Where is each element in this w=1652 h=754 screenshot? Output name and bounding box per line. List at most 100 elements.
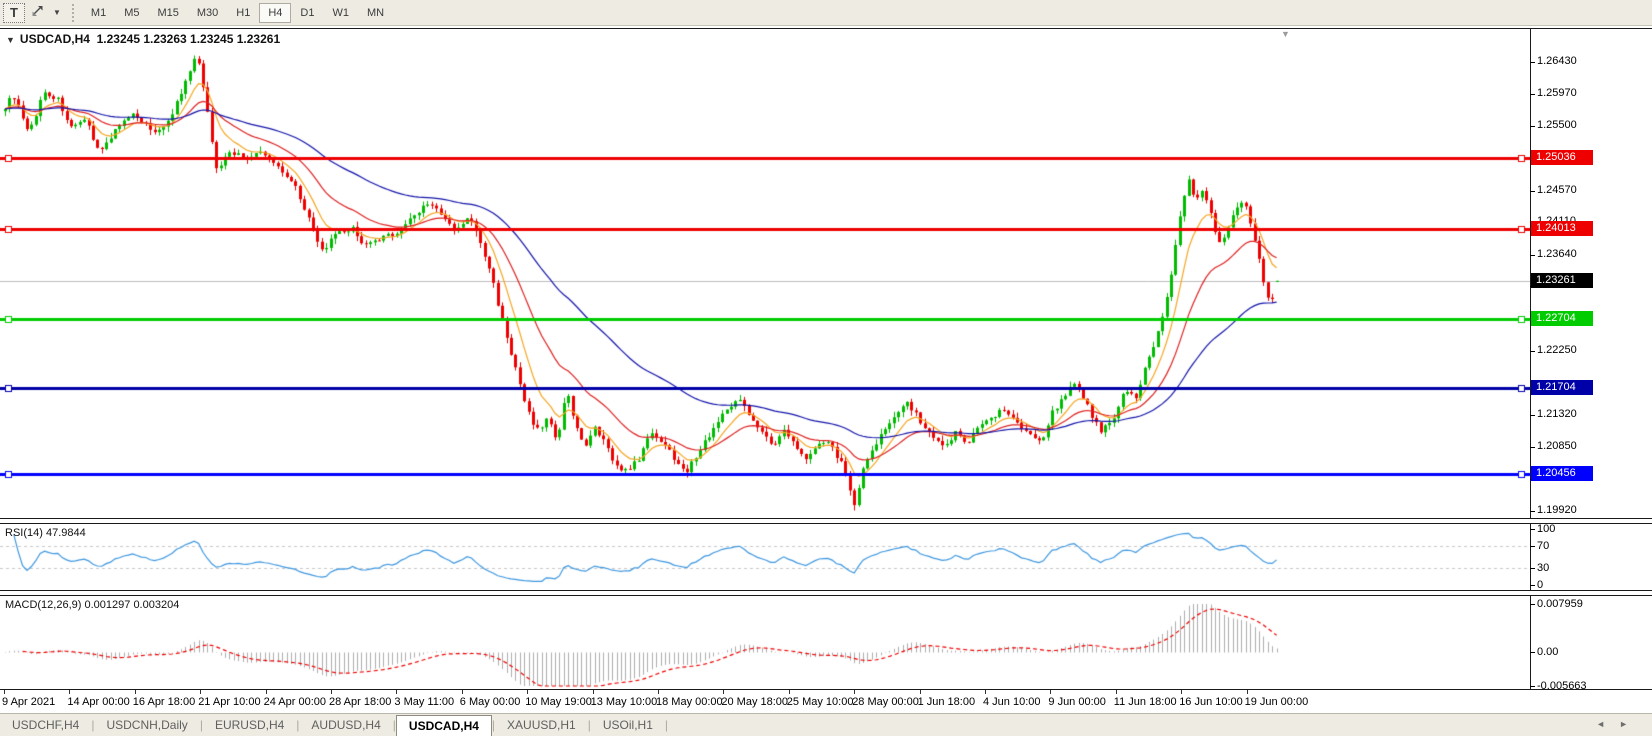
- time-tick-mark: [985, 690, 986, 694]
- timeframe-button-m5[interactable]: M5: [124, 6, 140, 19]
- rsi-panel: RSI(14) 47.9844 100 70 30 0: [0, 523, 1652, 591]
- time-label: 10 May 19:00: [525, 696, 592, 708]
- time-label: 14 Apr 00:00: [67, 696, 130, 708]
- time-label: 1 Jun 18:00: [917, 696, 976, 708]
- price-tick-label: 1.25500: [1537, 119, 1577, 132]
- time-tick-mark: [1181, 690, 1183, 694]
- timeframe-button-m1[interactable]: M1: [90, 6, 107, 19]
- price-badge: 1.23261: [1531, 272, 1593, 288]
- tab-scroll-right-icon[interactable]: ►: [1619, 719, 1642, 729]
- price-tick-label: 1.19920: [1537, 504, 1577, 517]
- rsi-level-label: 0: [1537, 579, 1544, 591]
- price-badge: 1.25036: [1531, 150, 1593, 166]
- tab-xauusd-h1[interactable]: XAUUSD,H1: [507, 717, 576, 732]
- price-tick-label: 1.23640: [1537, 247, 1577, 260]
- tab-usdcad-h4[interactable]: USDCAD,H4: [395, 714, 492, 736]
- time-label: 4 Jun 10:00: [983, 696, 1041, 708]
- macd-tick-mark: [1530, 686, 1535, 687]
- time-label: 9 Jun 00:00: [1048, 696, 1106, 708]
- time-label: 11 Jun 18:00: [1113, 696, 1177, 708]
- time-label: 3 May 11:00: [394, 696, 455, 708]
- rsi-current-value: 47.9844: [45, 527, 86, 539]
- price-tick-label: 1.26430: [1537, 55, 1577, 68]
- tab-separator: |: [199, 718, 203, 732]
- price-tick-label: 1.20850: [1537, 440, 1577, 453]
- chart-ohlc-values: 1.23245 1.23263 1.23245 1.23261: [96, 32, 281, 46]
- time-tick-mark: [723, 690, 725, 694]
- tab-usdcnh-daily[interactable]: USDCNH,Daily: [106, 717, 188, 732]
- arrows-tool-dropdown[interactable]: ▼: [53, 8, 61, 17]
- time-axis[interactable]: 9 Apr 2021 14 Apr 00:00 16 Apr 18:00 21 Apr…: [0, 690, 1652, 713]
- text-tool-button[interactable]: T: [3, 2, 25, 23]
- rsi-level-label: 100: [1537, 523, 1556, 535]
- price-tick-label: 1.24570: [1537, 183, 1577, 196]
- tab-eurusd-h4[interactable]: EURUSD,H4: [214, 717, 285, 732]
- price-tick-mark: [1530, 94, 1535, 96]
- price-tick-label: 1.21320: [1537, 407, 1577, 420]
- time-tick-mark: [69, 690, 71, 694]
- chart-shift-marker-icon[interactable]: ▼: [1281, 29, 1290, 39]
- rsi-tick-mark: [1530, 545, 1535, 547]
- price-tick-mark: [1530, 62, 1535, 64]
- timeframe-button-m30[interactable]: M30: [196, 6, 219, 19]
- tab-scroll-arrows: ◄►: [1596, 719, 1642, 729]
- tab-separator: |: [296, 718, 300, 732]
- macd-tick-mark: [1530, 651, 1535, 653]
- rsi-tick-mark: [1530, 585, 1535, 586]
- toolbar: T ▼ M1 M5 M15 M30 H1 H4 D1 W1 MN: [0, 0, 1652, 26]
- macd-axis-border: [1530, 596, 1531, 689]
- macd-canvas[interactable]: [0, 596, 1530, 689]
- arrows-tool-icon: [30, 4, 45, 21]
- price-badge: 1.20456: [1531, 466, 1593, 482]
- tab-usdchf-h4[interactable]: USDCHF,H4: [12, 717, 80, 732]
- time-tick-mark: [592, 690, 594, 694]
- symbol-dropdown-icon[interactable]: ▼: [6, 35, 15, 45]
- time-tick-mark: [4, 690, 5, 694]
- time-tick-mark: [265, 690, 267, 694]
- time-label: 6 May 00:00: [459, 696, 521, 708]
- price-tick-mark: [1530, 414, 1535, 416]
- rsi-level-label: 30: [1537, 562, 1550, 575]
- price-axis-border: [1530, 29, 1531, 518]
- price-chart-panel: ▼ USDCAD,H4 1.23245 1.23263 1.23245 1.232…: [0, 28, 1652, 519]
- status-strip: [0, 736, 1652, 754]
- timeframe-button-w1[interactable]: W1: [332, 6, 349, 19]
- time-tick-mark: [396, 690, 398, 694]
- price-tick-label: 1.22250: [1537, 343, 1577, 356]
- timeframe-button-h4[interactable]: H4: [259, 2, 292, 23]
- macd-tick-mark: [1530, 604, 1535, 605]
- time-tick-mark: [200, 690, 202, 694]
- time-tick-mark: [1050, 690, 1052, 694]
- tab-audusd-h4[interactable]: AUDUSD,H4: [311, 717, 381, 732]
- time-label: 28 Apr 18:00: [329, 696, 392, 708]
- time-tick-mark: [658, 690, 659, 694]
- rsi-axis-border: [1530, 524, 1531, 590]
- macd-panel: MACD(12,26,9) 0.001297 0.003204 0.007959…: [0, 595, 1652, 692]
- time-label: 20 May 18:00: [721, 696, 789, 708]
- timeframe-button-h1[interactable]: H1: [236, 6, 251, 19]
- timeframe-button-m15[interactable]: M15: [157, 6, 179, 19]
- price-tick-label: 1.25970: [1537, 87, 1577, 100]
- macd-main-value: 0.001297: [84, 599, 131, 611]
- timeframe-group: M1 M5 M15 M30 H1 H4 D1 W1 MN: [82, 2, 393, 23]
- tab-separator: |: [587, 718, 591, 732]
- time-label: 13 May 10:00: [590, 696, 658, 708]
- tab-scroll-left-icon[interactable]: ◄: [1596, 719, 1620, 729]
- macd-level-label: 0.007959: [1537, 598, 1583, 610]
- timeframe-button-d1[interactable]: D1: [300, 6, 315, 19]
- tab-usoil-h1[interactable]: USOil,H1: [602, 717, 653, 732]
- chart-symbol-period: USDCAD,H4: [19, 32, 90, 46]
- rsi-label: RSI(14) 47.9844: [5, 527, 86, 539]
- timeframe-button-mn[interactable]: MN: [366, 6, 385, 19]
- time-tick-mark: [331, 690, 332, 694]
- time-tick-mark: [854, 690, 856, 694]
- time-tick-mark: [527, 690, 529, 694]
- price-chart-canvas[interactable]: [0, 29, 1530, 518]
- macd-label: MACD(12,26,9) 0.001297 0.003204: [5, 599, 179, 611]
- arrows-tool-button[interactable]: [25, 3, 50, 23]
- rsi-canvas[interactable]: [0, 524, 1530, 590]
- tab-separator: |: [664, 718, 668, 732]
- price-badge: 1.21704: [1531, 380, 1593, 396]
- rsi-tick-mark: [1530, 529, 1535, 530]
